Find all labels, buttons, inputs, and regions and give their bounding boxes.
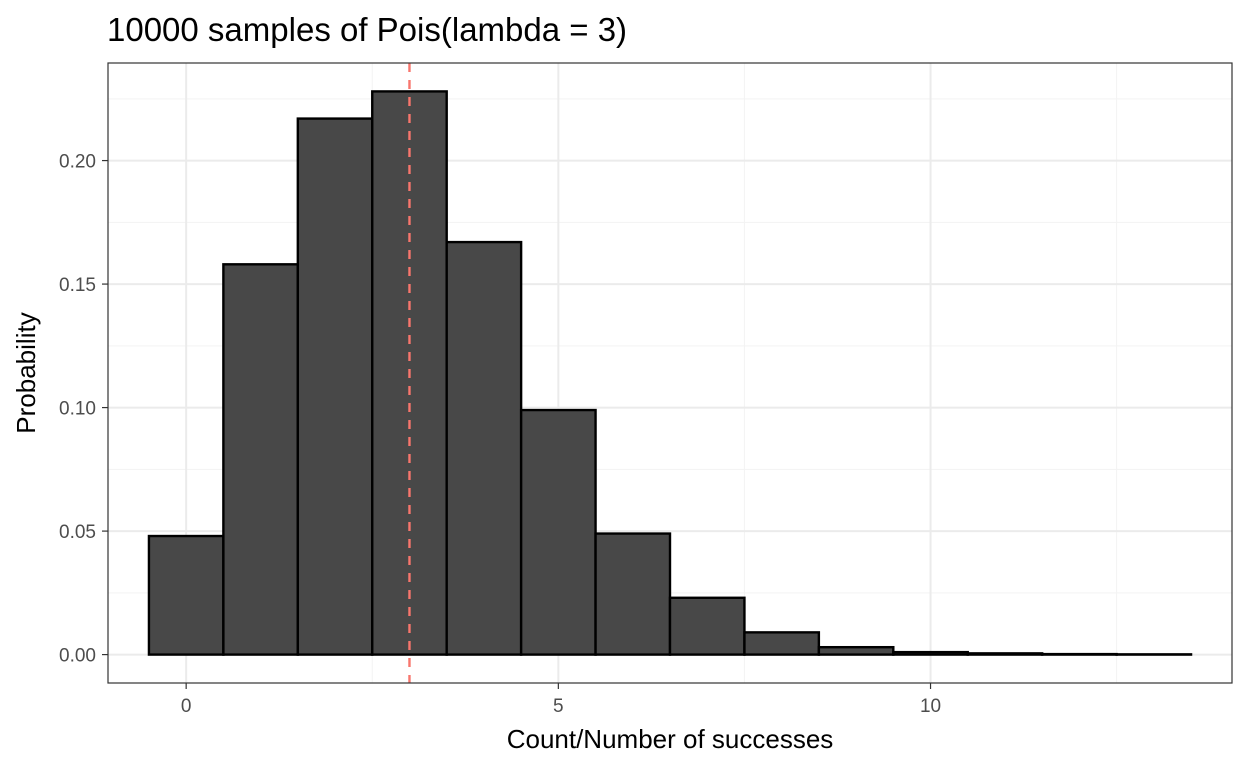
histogram-bar [222, 263, 300, 656]
histogram-bar [445, 240, 523, 656]
panel-border [107, 62, 1233, 684]
y-tick-label: 0.20 [59, 152, 96, 173]
histogram-bar [668, 596, 746, 656]
histogram-bar [743, 631, 821, 656]
histogram-bar [147, 534, 225, 656]
chart-title: 10000 samples of Pois(lambda = 3) [107, 11, 627, 48]
histogram-bars [147, 90, 1193, 656]
y-axis: 0.00 0.05 0.10 0.15 0.20 [59, 152, 108, 667]
y-tick-label: 0.05 [59, 522, 96, 543]
histogram-bar [296, 117, 374, 656]
x-tick-label: 5 [553, 696, 564, 717]
x-tick-label: 0 [181, 696, 192, 717]
y-tick-label: 0.10 [59, 399, 96, 420]
y-axis-title: Probability [11, 312, 41, 433]
y-tick-label: 0.00 [59, 646, 96, 667]
histogram-bar [817, 645, 895, 656]
x-axis: 0 5 10 [181, 683, 941, 717]
histogram-bar [594, 532, 672, 656]
histogram-bar [966, 652, 1044, 656]
x-tick-label: 10 [920, 696, 941, 717]
grid-lines [108, 63, 1232, 683]
x-axis-title: Count/Number of successes [507, 724, 834, 754]
y-tick-label: 0.15 [59, 275, 96, 296]
histogram-bar [519, 408, 597, 656]
histogram-bar [892, 650, 969, 656]
